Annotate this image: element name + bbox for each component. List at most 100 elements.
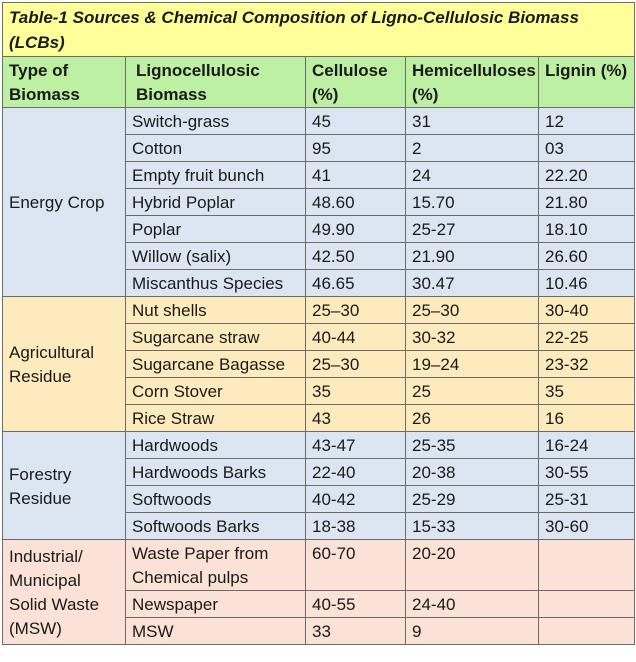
lignin-value [538,539,635,591]
biomass-name: Rice Straw [125,404,306,432]
cellulose-value: 25–30 [305,296,406,324]
cellulose-value: 49.90 [305,215,406,243]
hemicellulose-value: 25–30 [405,296,539,324]
lignin-value: 21.80 [538,188,635,216]
cellulose-value: 95 [305,134,406,162]
cellulose-value: 43 [305,404,406,432]
cellulose-value: 40-55 [305,590,406,618]
hemicellulose-value: 30-32 [405,323,539,351]
hemicellulose-value: 25-35 [405,431,539,459]
lignin-value: 26.60 [538,242,635,270]
biomass-name: Poplar [125,215,306,243]
cellulose-value: 42.50 [305,242,406,270]
biomass-name: Hardwoods Barks [125,458,306,486]
header-lignin: Lignin (%) [538,56,635,108]
biomass-name: Empty fruit bunch [125,161,306,189]
biomass-name: MSW [125,617,306,645]
table-title: Table-1 Sources & Chemical Composition o… [2,2,635,57]
cellulose-value: 35 [305,377,406,405]
cellulose-value: 22-40 [305,458,406,486]
biomass-name: Softwoods [125,485,306,513]
biomass-name: Sugarcane straw [125,323,306,351]
biomass-name: Willow (salix) [125,242,306,270]
cellulose-value: 41 [305,161,406,189]
cellulose-value: 46.65 [305,269,406,297]
hemicellulose-value: 21.90 [405,242,539,270]
table-row: Energy Crop Switch-grass 45 31 12 [2,107,635,297]
table-row: Hardwoods Barks 22-40 20-38 30-55 [3,458,635,486]
title-row: Table-1 Sources & Chemical Composition o… [2,2,635,57]
lignin-value [538,617,635,645]
cellulose-value: 40-44 [305,323,406,351]
table-row: Miscanthus Species 46.65 30.47 10.46 [3,269,635,297]
table-row: Cotton 95 2 03 [3,134,635,162]
lignin-value: 25-31 [538,485,635,513]
biomass-name: Softwoods Barks [125,512,306,540]
hemicellulose-value: 25-29 [405,485,539,513]
header-hemicellulose: Hemicelluloses (%) [405,56,539,108]
lignin-value: 22.20 [538,161,635,189]
table-row: Softwoods 40-42 25-29 25-31 [3,485,635,513]
lignin-value: 35 [538,377,635,405]
cellulose-value: 40-42 [305,485,406,513]
lignin-value: 16-24 [538,431,635,459]
biomass-name: Waste Paper from Chemical pulps [125,539,306,591]
biomass-composition-table: Table-1 Sources & Chemical Composition o… [2,2,635,645]
lignin-value: 30-55 [538,458,635,486]
biomass-name: Nut shells [125,296,306,324]
biomass-name: Sugarcane Bagasse [125,350,306,378]
cellulose-value: 33 [305,617,406,645]
hemicellulose-value: 2 [405,134,539,162]
biomass-name: Hardwoods [125,431,306,459]
table-row: Softwoods Barks 18-38 15-33 30-60 [3,512,635,540]
group-agricultural-residue: Agricultural Residue [2,296,126,432]
lignin-value: 30-60 [538,512,635,540]
hemicellulose-value: 20-20 [405,539,539,591]
lignin-value: 23-32 [538,350,635,378]
group-msw: Industrial/ Municipal Solid Waste (MSW) [2,539,126,645]
hemicellulose-value: 15-33 [405,512,539,540]
header-row: Type of Biomass Lignocellulosic Biomass … [2,56,635,108]
hemicellulose-value: 26 [405,404,539,432]
lignin-value: 16 [538,404,635,432]
cellulose-value: 43-47 [305,431,406,459]
biomass-name: Hybrid Poplar [125,188,306,216]
lignin-value: 10.46 [538,269,635,297]
table-row: Industrial/ Municipal Solid Waste (MSW) W… [2,539,635,645]
hemicellulose-value: 25-27 [405,215,539,243]
hemicellulose-value: 30.47 [405,269,539,297]
hemicellulose-value: 24 [405,161,539,189]
cellulose-value: 45 [305,107,406,135]
cellulose-value: 18-38 [305,512,406,540]
hemicellulose-value: 15.70 [405,188,539,216]
header-type: Type of Biomass [2,56,126,108]
hemicellulose-value: 31 [405,107,539,135]
cellulose-value: 48.60 [305,188,406,216]
group-energy-crop: Energy Crop [2,107,126,297]
hemicellulose-value: 20-38 [405,458,539,486]
table-row: Corn Stover 35 25 35 [3,377,635,405]
biomass-name: Miscanthus Species [125,269,306,297]
lignin-value: 18.10 [538,215,635,243]
biomass-name: Corn Stover [125,377,306,405]
biomass-name: Newspaper [125,590,306,618]
hemicellulose-value: 9 [405,617,539,645]
header-cellulose: Cellulose (%) [305,56,406,108]
table-row: Sugarcane straw 40-44 30-32 22-25 [3,323,635,351]
lignin-value [538,590,635,618]
group-forestry-residue: Forestry Residue [2,431,126,540]
table-row: Agricultural Residue Nut shells 25–30 25–30… [2,296,635,432]
table-row: Sugarcane Bagasse 25–30 19–24 23-32 [3,350,635,378]
cellulose-value: 25–30 [305,350,406,378]
header-biomass: Lignocellulosic Biomass [125,56,306,108]
table-row: Empty fruit bunch 41 24 22.20 [3,161,635,189]
lignin-value: 22-25 [538,323,635,351]
hemicellulose-value: 25 [405,377,539,405]
table-row: MSW 33 9 [3,617,635,645]
cellulose-value: 60-70 [305,539,406,591]
table-row: Forestry Residue Hardwoods 43-47 25-35 16-24 [2,431,635,540]
biomass-name: Cotton [125,134,306,162]
lignin-value: 03 [538,134,635,162]
table-row: Newspaper 40-55 24-40 [3,590,635,618]
hemicellulose-value: 24-40 [405,590,539,618]
